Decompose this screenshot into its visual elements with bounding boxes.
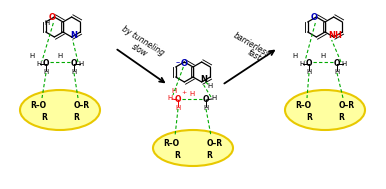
Text: R: R <box>41 114 47 122</box>
Text: H: H <box>175 105 181 111</box>
Text: H: H <box>320 53 326 59</box>
Text: H: H <box>190 91 195 97</box>
Text: O: O <box>49 13 56 22</box>
Text: H: H <box>306 69 312 75</box>
Text: slow: slow <box>130 42 149 58</box>
Text: H: H <box>71 69 77 75</box>
Text: –: – <box>176 59 180 67</box>
Text: H: H <box>36 61 42 67</box>
Text: NH: NH <box>329 30 343 40</box>
Text: R: R <box>306 114 312 122</box>
Text: barrierless: barrierless <box>232 31 272 59</box>
Text: fast: fast <box>245 48 262 62</box>
Text: by tunneling: by tunneling <box>120 24 166 58</box>
Text: R–O: R–O <box>30 101 46 111</box>
Text: O: O <box>175 95 181 105</box>
Text: H: H <box>168 95 173 101</box>
Text: H: H <box>334 69 340 75</box>
Text: H: H <box>58 53 63 59</box>
Text: H: H <box>45 20 50 26</box>
Text: O: O <box>71 60 77 68</box>
Ellipse shape <box>153 130 233 166</box>
Text: O: O <box>306 60 312 68</box>
Text: H: H <box>292 53 298 59</box>
Text: +: + <box>181 91 186 95</box>
Text: R: R <box>73 114 79 122</box>
Text: O: O <box>43 60 49 68</box>
Text: H: H <box>29 53 35 59</box>
Text: N: N <box>70 30 77 40</box>
Text: H: H <box>341 61 347 67</box>
Text: H: H <box>171 88 177 94</box>
Text: H: H <box>300 61 305 67</box>
Text: O–R: O–R <box>339 101 355 111</box>
Text: O: O <box>311 13 318 22</box>
Text: O: O <box>180 59 187 67</box>
Text: H: H <box>43 69 49 75</box>
Text: O–R: O–R <box>74 101 90 111</box>
Text: R: R <box>338 114 344 122</box>
Text: O–R: O–R <box>207 139 223 149</box>
Text: R–O: R–O <box>295 101 311 111</box>
Text: H: H <box>207 83 212 89</box>
Text: R: R <box>174 152 180 160</box>
Ellipse shape <box>285 90 365 130</box>
Ellipse shape <box>20 90 100 130</box>
Text: O: O <box>334 60 340 68</box>
Text: R–O: R–O <box>163 139 179 149</box>
Text: N: N <box>200 75 207 84</box>
Text: H: H <box>203 105 208 111</box>
Text: H: H <box>212 95 217 101</box>
Text: H: H <box>78 61 84 67</box>
Text: R: R <box>206 152 212 160</box>
Text: O: O <box>203 95 209 105</box>
